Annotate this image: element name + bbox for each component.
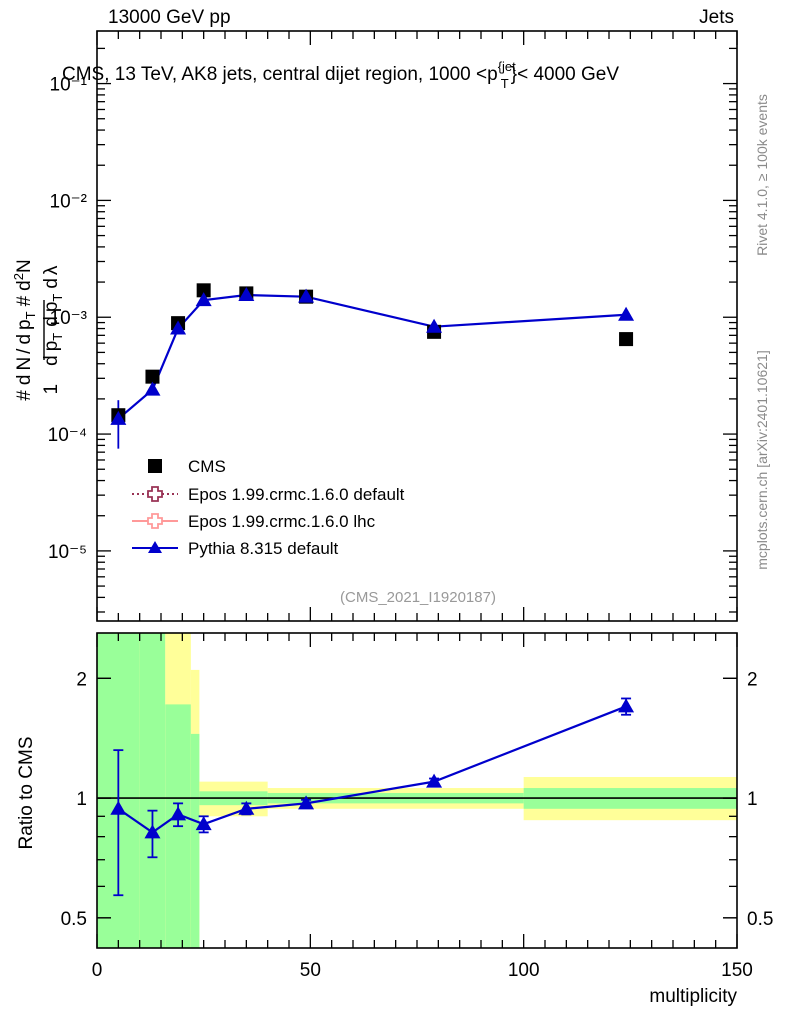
- main-series-group: [110, 283, 635, 449]
- ratio-y-tick-label: 0.5: [61, 909, 87, 930]
- svg-text:1dpTdpTdλ: 1dpTdpTdλ: [41, 265, 65, 394]
- svg-text:Rivet 4.1.0, ≥ 100k events: Rivet 4.1.0, ≥ 100k events: [754, 94, 770, 256]
- main-y-tick-label: 10⁻³: [50, 308, 88, 329]
- side-label-mcplots: mcplots.cern.ch [arXiv:2401.10621]: [754, 350, 770, 569]
- main-axis-ticks: [96, 31, 738, 621]
- ratio-y-tick-label-right: 0.5: [747, 909, 773, 930]
- header-left-label: 13000 GeV pp: [108, 7, 231, 28]
- ratio-marker: [618, 698, 635, 713]
- x-axis-label: multiplicity: [649, 986, 737, 1007]
- pythia-marker: [144, 381, 161, 396]
- legend-label-0: CMS: [188, 457, 226, 476]
- svg-text:#dN/dpT#d2N: #dN/dpT#d2N: [11, 259, 38, 400]
- ratio-axis-ticks: [96, 633, 738, 948]
- plot-title-superscript: {jet: [498, 59, 516, 74]
- plot-title-main: CMS, 13 TeV, AK8 jets, central dijet reg…: [62, 64, 498, 85]
- ratio-marker: [195, 816, 212, 831]
- svg-text:Ratio to CMS: Ratio to CMS: [16, 737, 37, 850]
- ratio-pythia-line: [117, 705, 627, 834]
- x-tick-label: 100: [508, 960, 540, 981]
- ratio-y-tick-label-right: 2: [747, 669, 758, 690]
- ratio-marker: [170, 806, 187, 821]
- legend: CMS Epos 1.99.crmc.1.6.0 default Epos 1.99…: [132, 457, 405, 558]
- ratio-marker: [298, 795, 315, 810]
- pythia-marker: [170, 320, 187, 335]
- ratio-y-tick-labels: 210.5: [61, 669, 87, 930]
- legend-marker-crossbox: [147, 513, 163, 529]
- cms-marker: [145, 369, 160, 384]
- band-inner: [139, 633, 166, 948]
- ratio-y-tick-label: 1: [76, 789, 87, 810]
- main-panel: 10⁻⁵ 10⁻⁴ 10⁻³ 10⁻² 10⁻¹ CMS, 13 TeV, AK8 je…: [48, 30, 738, 622]
- ratio-marker: [238, 800, 255, 815]
- main-y-axis-label-denominator: 1dpTdpTdλ: [41, 265, 65, 394]
- x-axis-tick-labels: 0 50 100 150: [92, 960, 753, 981]
- plot-title-tail: }< 4000 GeV: [511, 64, 620, 85]
- ratio-y-axis-label: Ratio to CMS: [16, 737, 37, 850]
- pythia-marker: [426, 318, 443, 333]
- main-y-axis-label: #dN/dpT#d2N: [11, 259, 38, 400]
- ratio-marker: [426, 773, 443, 788]
- x-tick-label: 150: [721, 960, 753, 981]
- ratio-marker: [110, 800, 127, 815]
- main-y-tick-label: 10⁻²: [50, 191, 88, 212]
- ratio-y-tick-labels-right: 210.5: [747, 669, 773, 930]
- legend-label-2: Epos 1.99.crmc.1.6.0 lhc: [188, 512, 376, 531]
- pythia-marker: [298, 288, 315, 303]
- legend-label-1: Epos 1.99.crmc.1.6.0 default: [188, 485, 405, 504]
- svg-text:mcplots.cern.ch [arXiv:2401.10: mcplots.cern.ch [arXiv:2401.10621]: [754, 350, 770, 569]
- band-inner: [190, 733, 200, 948]
- ratio-marker: [144, 824, 161, 839]
- legend-marker-square: [148, 459, 162, 473]
- header-right-label: Jets: [699, 7, 734, 28]
- ratio-uncertainty-bands: [97, 633, 737, 948]
- cms-marker: [196, 283, 211, 298]
- x-tick-label: 50: [300, 960, 321, 981]
- main-y-tick-label: 10⁻⁵: [48, 542, 87, 563]
- main-y-tick-label: 10⁻¹: [50, 75, 88, 96]
- cms-marker: [619, 332, 634, 347]
- legend-marker-crossbox: [147, 486, 163, 502]
- pythia-marker: [110, 410, 127, 425]
- pythia-marker: [195, 292, 212, 307]
- side-label-rivet: Rivet 4.1.0, ≥ 100k events: [754, 94, 770, 256]
- legend-marker-triangle: [148, 541, 162, 553]
- plot-title-subscript: T: [501, 76, 509, 91]
- plot-title: CMS, 13 TeV, AK8 jets, central dijet reg…: [62, 59, 619, 91]
- pythia-marker: [618, 306, 635, 321]
- x-tick-label: 0: [92, 960, 103, 981]
- ratio-panel: 210.5 210.5 0 50 100 150: [61, 632, 773, 981]
- pythia-marker: [238, 287, 255, 302]
- ratio-y-tick-label: 2: [76, 669, 87, 690]
- ratio-y-tick-label-right: 1: [747, 789, 758, 810]
- main-plot-background: [97, 31, 737, 621]
- svg-text:CMS, 13 TeV, AK8 jets, central: CMS, 13 TeV, AK8 jets, central dijet reg…: [62, 59, 619, 91]
- main-y-tick-labels: 10⁻⁵ 10⁻⁴ 10⁻³ 10⁻² 10⁻¹: [48, 75, 87, 563]
- analysis-id-watermark: (CMS_2021_I1920187): [340, 589, 496, 606]
- legend-label-3: Pythia 8.315 default: [188, 539, 339, 558]
- main-y-tick-label: 10⁻⁴: [48, 425, 87, 446]
- ratio-series-group: [110, 697, 635, 897]
